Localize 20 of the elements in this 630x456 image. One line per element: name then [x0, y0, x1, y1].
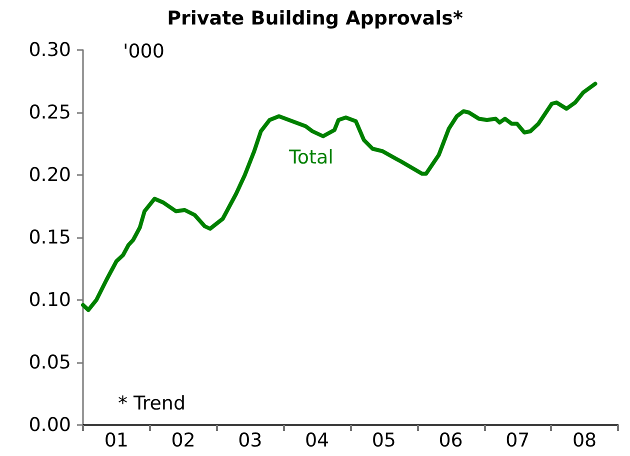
series-label: Total: [288, 146, 334, 168]
chart-title: Private Building Approvals*: [167, 8, 463, 30]
x-tick-label: 04: [304, 430, 330, 452]
y-tick-label: 0.00: [28, 414, 71, 436]
x-tick-label: 08: [572, 430, 597, 452]
x-tick-label: 07: [506, 430, 530, 452]
line-series: [81, 82, 598, 312]
y-tick-label: 0.15: [28, 226, 71, 248]
x-tick-label: 06: [438, 430, 463, 452]
y-tick-label: 0.05: [28, 352, 71, 374]
y-tick-label: 0.10: [28, 289, 71, 311]
y-tick-label: 0.25: [28, 102, 71, 124]
annotation: * Trend: [118, 392, 186, 414]
y-tick-label: 0.30: [28, 39, 71, 61]
x-tick-label: 02: [171, 430, 196, 452]
x-tick-label: 05: [372, 430, 396, 452]
y-tick-label: 0.20: [28, 164, 71, 186]
x-tick-label: 03: [238, 430, 262, 452]
x-tick-label: 01: [104, 430, 129, 452]
annotation: '000: [123, 40, 164, 62]
